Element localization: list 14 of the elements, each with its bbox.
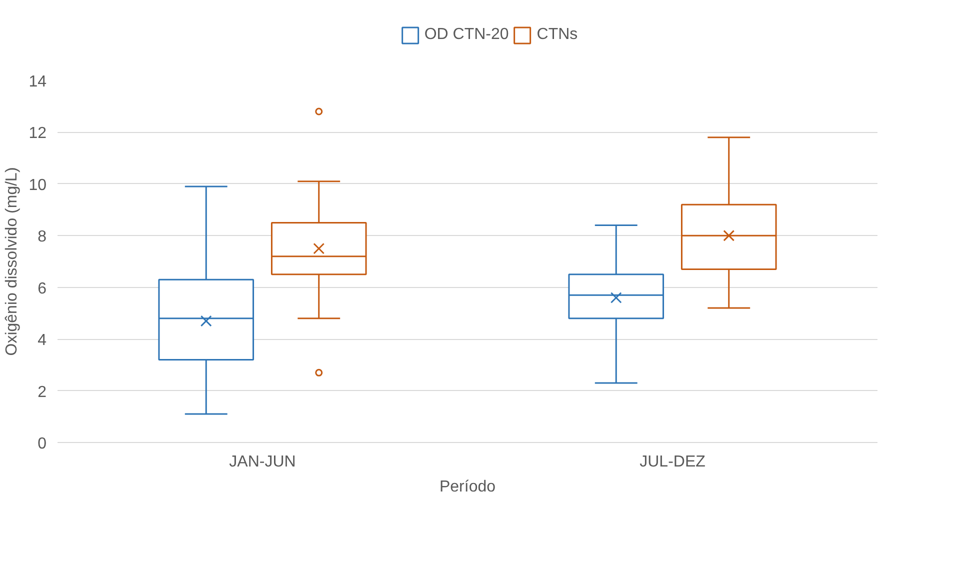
y-tick-label: 2 bbox=[38, 384, 47, 401]
y-tick-label: 4 bbox=[38, 332, 47, 350]
y-tick-label: 14 bbox=[28, 74, 47, 90]
legend-label: CTNs bbox=[536, 26, 578, 44]
y-tick-label: 10 bbox=[28, 176, 47, 194]
x-axis-title: Período bbox=[439, 478, 496, 496]
y-tick-label: 12 bbox=[28, 125, 47, 142]
y-tick-label: 0 bbox=[38, 436, 47, 452]
y-tick-label: 6 bbox=[38, 280, 47, 298]
x-tick-label: JAN-JUN bbox=[229, 454, 296, 470]
y-tick-label: 8 bbox=[38, 228, 47, 246]
y-axis-title: Oxigênio dissolvido (mg/L) bbox=[4, 167, 21, 356]
x-tick-label: JUL-DEZ bbox=[640, 454, 706, 470]
legend-label: OD CTN-20 bbox=[424, 26, 509, 44]
